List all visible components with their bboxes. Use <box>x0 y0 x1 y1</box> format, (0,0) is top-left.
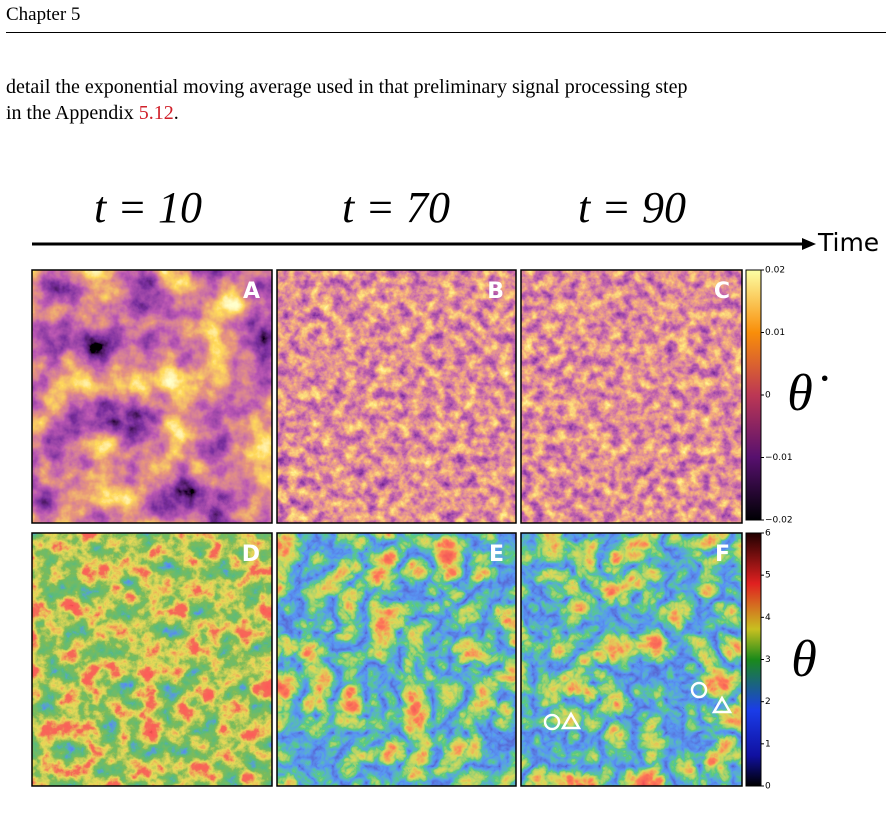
colorbar-tick-label: 0 <box>765 782 771 792</box>
colorbar <box>745 269 762 521</box>
colorbar-tick-label: 3 <box>765 655 771 665</box>
arrow-head <box>802 238 816 250</box>
panel-border <box>276 532 517 787</box>
colorbar <box>745 532 762 787</box>
time-label: Time <box>817 228 879 257</box>
panel-label: F <box>715 542 730 567</box>
heatmap-panel <box>521 533 742 786</box>
colorbar-tick-label: −0.02 <box>765 516 793 526</box>
panel-border <box>520 532 743 787</box>
text-line: in the Appendix 5.12. <box>6 100 687 126</box>
colorbar-tick-label: 2 <box>765 697 771 707</box>
appendix-link[interactable]: 5.12 <box>138 102 174 124</box>
colorbar-tick-label: 6 <box>765 529 771 539</box>
colorbar-tick-label: −0.01 <box>765 453 793 463</box>
colorbar-symbol: θ <box>791 631 817 688</box>
heatmap-panel <box>32 270 272 523</box>
panel-label: D <box>242 542 260 567</box>
heatmap-panel <box>277 533 516 786</box>
panel-border <box>31 269 273 524</box>
colorbar-tick-label: 5 <box>765 571 771 581</box>
colorbar-symbol: θ̇ <box>787 365 828 422</box>
colorbar-tick-label: 4 <box>765 613 771 623</box>
markers <box>543 681 733 731</box>
panel-border <box>520 269 743 524</box>
heatmap-panel <box>521 270 742 523</box>
text-line: detail the exponential moving average us… <box>6 76 688 98</box>
panel-label: B <box>487 279 504 304</box>
time-label: t = 70 <box>342 183 450 232</box>
heatmap-panel <box>277 270 516 523</box>
chapter-header: Chapter 5 <box>6 4 81 25</box>
time-label: t = 10 <box>94 183 202 232</box>
panel-border <box>276 269 517 524</box>
text: . <box>173 102 179 124</box>
colorbar-tick-label: 0.02 <box>765 266 785 276</box>
colorbar-tick-label: 1 <box>765 739 771 749</box>
panel-label: A <box>243 279 260 304</box>
panel-label: E <box>489 542 504 567</box>
panel-border <box>31 532 273 787</box>
colorbar-tick-label: 0 <box>765 391 771 401</box>
panel-label: C <box>714 279 730 304</box>
heatmap-panel <box>32 533 272 786</box>
header-rule <box>6 32 886 33</box>
paragraph: detail the exponential moving average us… <box>6 74 687 126</box>
colorbar-tick-label: 0.01 <box>765 328 785 338</box>
time-label: t = 90 <box>578 183 686 232</box>
text: in the Appendix <box>6 102 139 124</box>
